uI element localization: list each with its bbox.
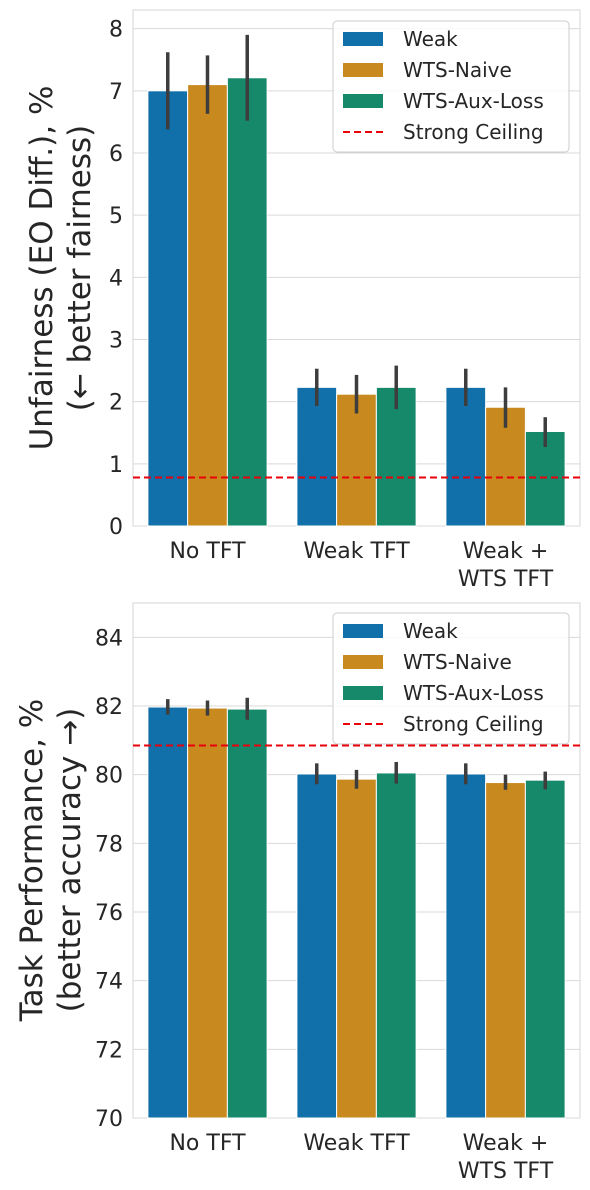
x-tick-label: Weak TFT [303,1131,410,1156]
legend-swatch [343,655,383,669]
y-tick-label: 2 [109,391,123,416]
legend-box [332,20,570,153]
y-tick-label: 1 [109,453,123,478]
legend-swatch [343,32,383,46]
y-tick-label: 82 [95,695,123,720]
x-tick-label: Weak + [463,1131,549,1156]
x-tick-label: No TFT [169,539,246,564]
x-tick-label: Weak TFT [303,539,410,564]
y-axis-label: (better accuracy →) [52,708,88,1013]
bar-weak [296,386,338,527]
y-tick-label: 80 [95,764,123,789]
legend-label: Weak [403,619,458,643]
bar-wts-aux-loss [226,708,268,1119]
x-tick-label: No TFT [169,1131,246,1156]
x-tick-label: WTS TFT [458,567,554,592]
bar-wts-aux-loss [524,779,566,1119]
y-tick-label: 6 [109,142,123,167]
x-tick-label: WTS TFT [458,1159,554,1184]
legend-swatch [343,63,383,77]
y-tick-label: 74 [95,970,123,995]
bar-weak [147,90,189,527]
bar-wts-naive [336,778,377,1119]
y-tick-label: 0 [109,515,123,540]
chart-unfairness: 0 1 2 3 4 5 6 7 8 No TFT Weak TFT Weak + WTS TFT Unfa… [24,9,581,592]
chart-task-performance: 70 72 74 76 78 80 82 84 No TFT Weak TFT Weak + WTS … [14,602,581,1184]
bar-weak [296,773,338,1119]
y-tick-label: 3 [109,328,123,353]
legend-label: WTS-Aux-Loss [403,89,544,113]
legend-label: Strong Ceiling [403,120,544,144]
legend-label: WTS-Naive [403,650,512,674]
legend-label: WTS-Aux-Loss [403,681,544,705]
y-tick-label: 72 [95,1038,123,1063]
bar-wts-naive [187,84,228,527]
y-tick-label: 84 [95,626,123,651]
legend-swatch [343,624,383,638]
y-tick-label: 76 [95,901,123,926]
legend-label: Strong Ceiling [403,712,544,736]
y-tick-label: 7 [109,80,123,105]
y-tick-label: 5 [109,204,123,229]
bar-wts-aux-loss [524,431,566,527]
bar-wts-naive [187,707,228,1119]
y-tick-label: 70 [95,1107,123,1132]
bar-wts-aux-loss [375,772,417,1119]
y-axis-label: Task Performance, % [14,699,50,1022]
bar-wts-aux-loss [375,386,417,527]
y-tick-label: 78 [95,832,123,857]
legend-label: WTS-Naive [403,58,512,82]
legend-swatch [343,686,383,700]
y-tick-label: 4 [109,266,123,291]
x-tick-label: Weak + [463,539,549,564]
y-axis-label: (← better fairness) [62,125,98,412]
legend-label: Weak [403,27,458,51]
bar-wts-naive [336,393,377,527]
bar-wts-aux-loss [226,77,268,527]
bar-weak [445,386,487,527]
bar-wts-naive [485,782,526,1119]
y-tick-label: 8 [109,18,123,43]
legend-swatch [343,94,383,108]
legend-box [332,612,570,745]
y-axis-label: Unfairness (EO Diff.), % [24,86,60,451]
bar-weak [445,773,487,1119]
bar-weak [147,706,189,1119]
